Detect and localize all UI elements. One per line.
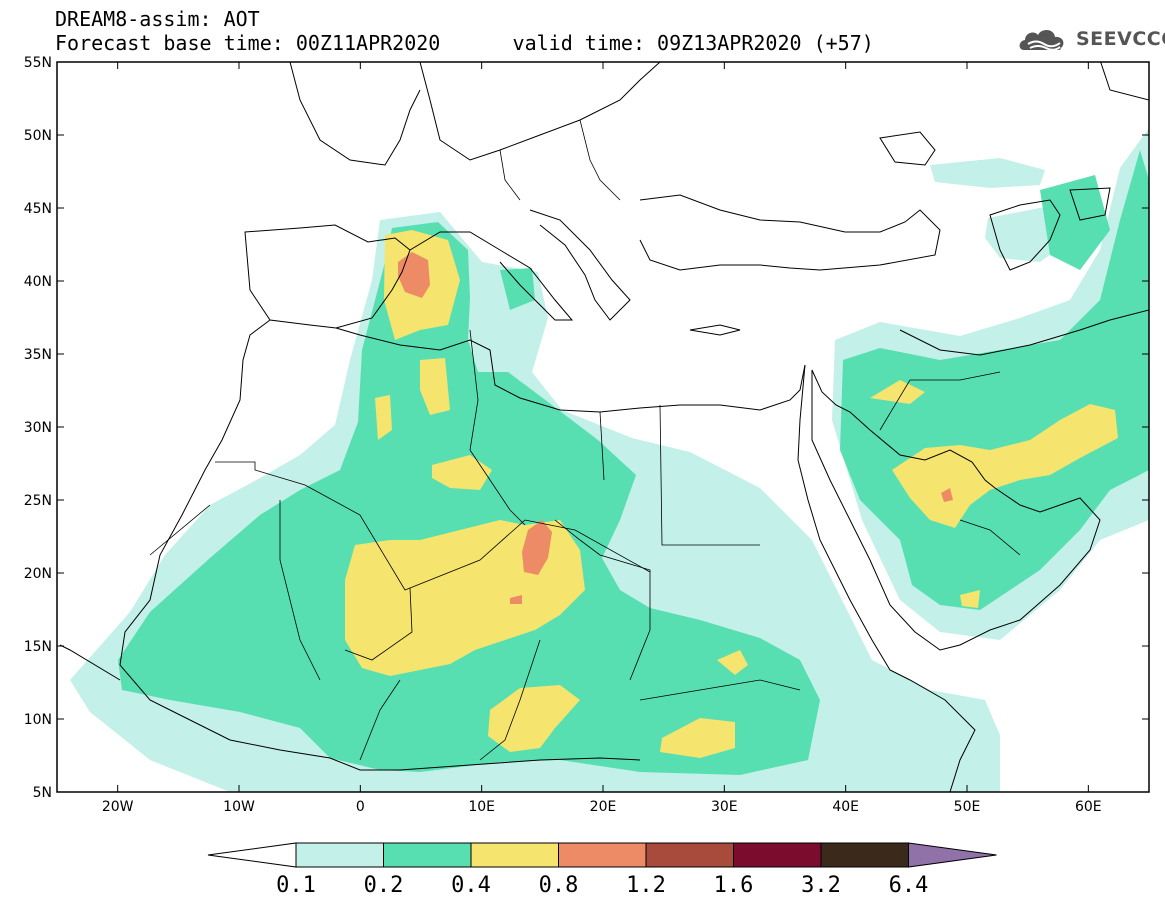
colorbar-box xyxy=(383,842,472,868)
lon-label: 10W xyxy=(223,799,255,815)
cloud-icon xyxy=(1019,29,1064,51)
lon-label: 30E xyxy=(711,799,738,815)
aot-0.8-1.2-field xyxy=(398,252,953,604)
lon-label: 20E xyxy=(590,799,617,815)
lon-label: 20W xyxy=(102,799,134,815)
lat-label: 5N xyxy=(33,785,52,801)
colorbar-label: 0.8 xyxy=(539,873,579,898)
colorbar-boxes xyxy=(207,842,997,868)
aot-shading xyxy=(70,128,1149,792)
lon-label: 50E xyxy=(954,799,981,815)
colorbar-box xyxy=(820,842,909,868)
lat-label: 35N xyxy=(24,347,52,363)
lon-label: 40E xyxy=(832,799,859,815)
lat-label: 55N xyxy=(24,55,52,71)
colorbar-box xyxy=(558,842,647,868)
longitude-ticks xyxy=(117,62,1089,792)
latitude-labels: 55N 50N 45N 40N 35N 30N 25N 20N 15N 10N 5N xyxy=(24,55,52,801)
aot-colorbar: 0.1 0.2 0.4 0.8 1.2 1.6 3.2 6.4 xyxy=(207,842,997,898)
coastlines xyxy=(59,62,1149,792)
colorbar-label: 3.2 xyxy=(801,873,841,898)
lat-label: 45N xyxy=(24,201,52,217)
colorbar-label: 1.2 xyxy=(626,873,666,898)
forecast-time-line: Forecast base time: 00Z11APR2020 valid t… xyxy=(55,31,874,55)
colorbar-labels: 0.1 0.2 0.4 0.8 1.2 1.6 3.2 6.4 xyxy=(276,873,928,898)
seevccc-logo: SEEVCCC xyxy=(1016,24,1165,54)
longitude-labels: 20W 10W 0 10E 20E 30E 40E 50E 60E xyxy=(102,799,1102,815)
lat-label: 10N xyxy=(24,712,52,728)
lat-label: 20N xyxy=(24,566,52,582)
logo-text: SEEVCCC xyxy=(1076,28,1165,50)
colorbar-box xyxy=(733,842,822,868)
colorbar-box xyxy=(295,842,384,868)
colorbar-box xyxy=(470,842,559,868)
colorbar-label: 0.4 xyxy=(451,873,491,898)
colorbar-label: 0.2 xyxy=(364,873,404,898)
lat-label: 50N xyxy=(24,128,52,144)
colorbar-low-arrow xyxy=(207,842,297,868)
lat-label: 40N xyxy=(24,274,52,290)
colorbar-label: 0.1 xyxy=(276,873,316,898)
colorbar-high-arrow xyxy=(908,842,997,868)
colorbar-box xyxy=(645,842,734,868)
colorbar-label: 1.6 xyxy=(714,873,754,898)
lat-label: 15N xyxy=(24,639,52,655)
country-borders xyxy=(149,119,1021,761)
lon-label: 10E xyxy=(468,799,495,815)
lat-label: 25N xyxy=(24,493,52,509)
lon-label: 60E xyxy=(1075,799,1102,815)
latitude-ticks xyxy=(57,61,1149,793)
map-title: DREAM8-assim: AOT xyxy=(55,7,260,31)
lat-label: 30N xyxy=(24,420,52,436)
lon-label: 0 xyxy=(356,799,365,815)
colorbar-label: 6.4 xyxy=(889,873,929,898)
